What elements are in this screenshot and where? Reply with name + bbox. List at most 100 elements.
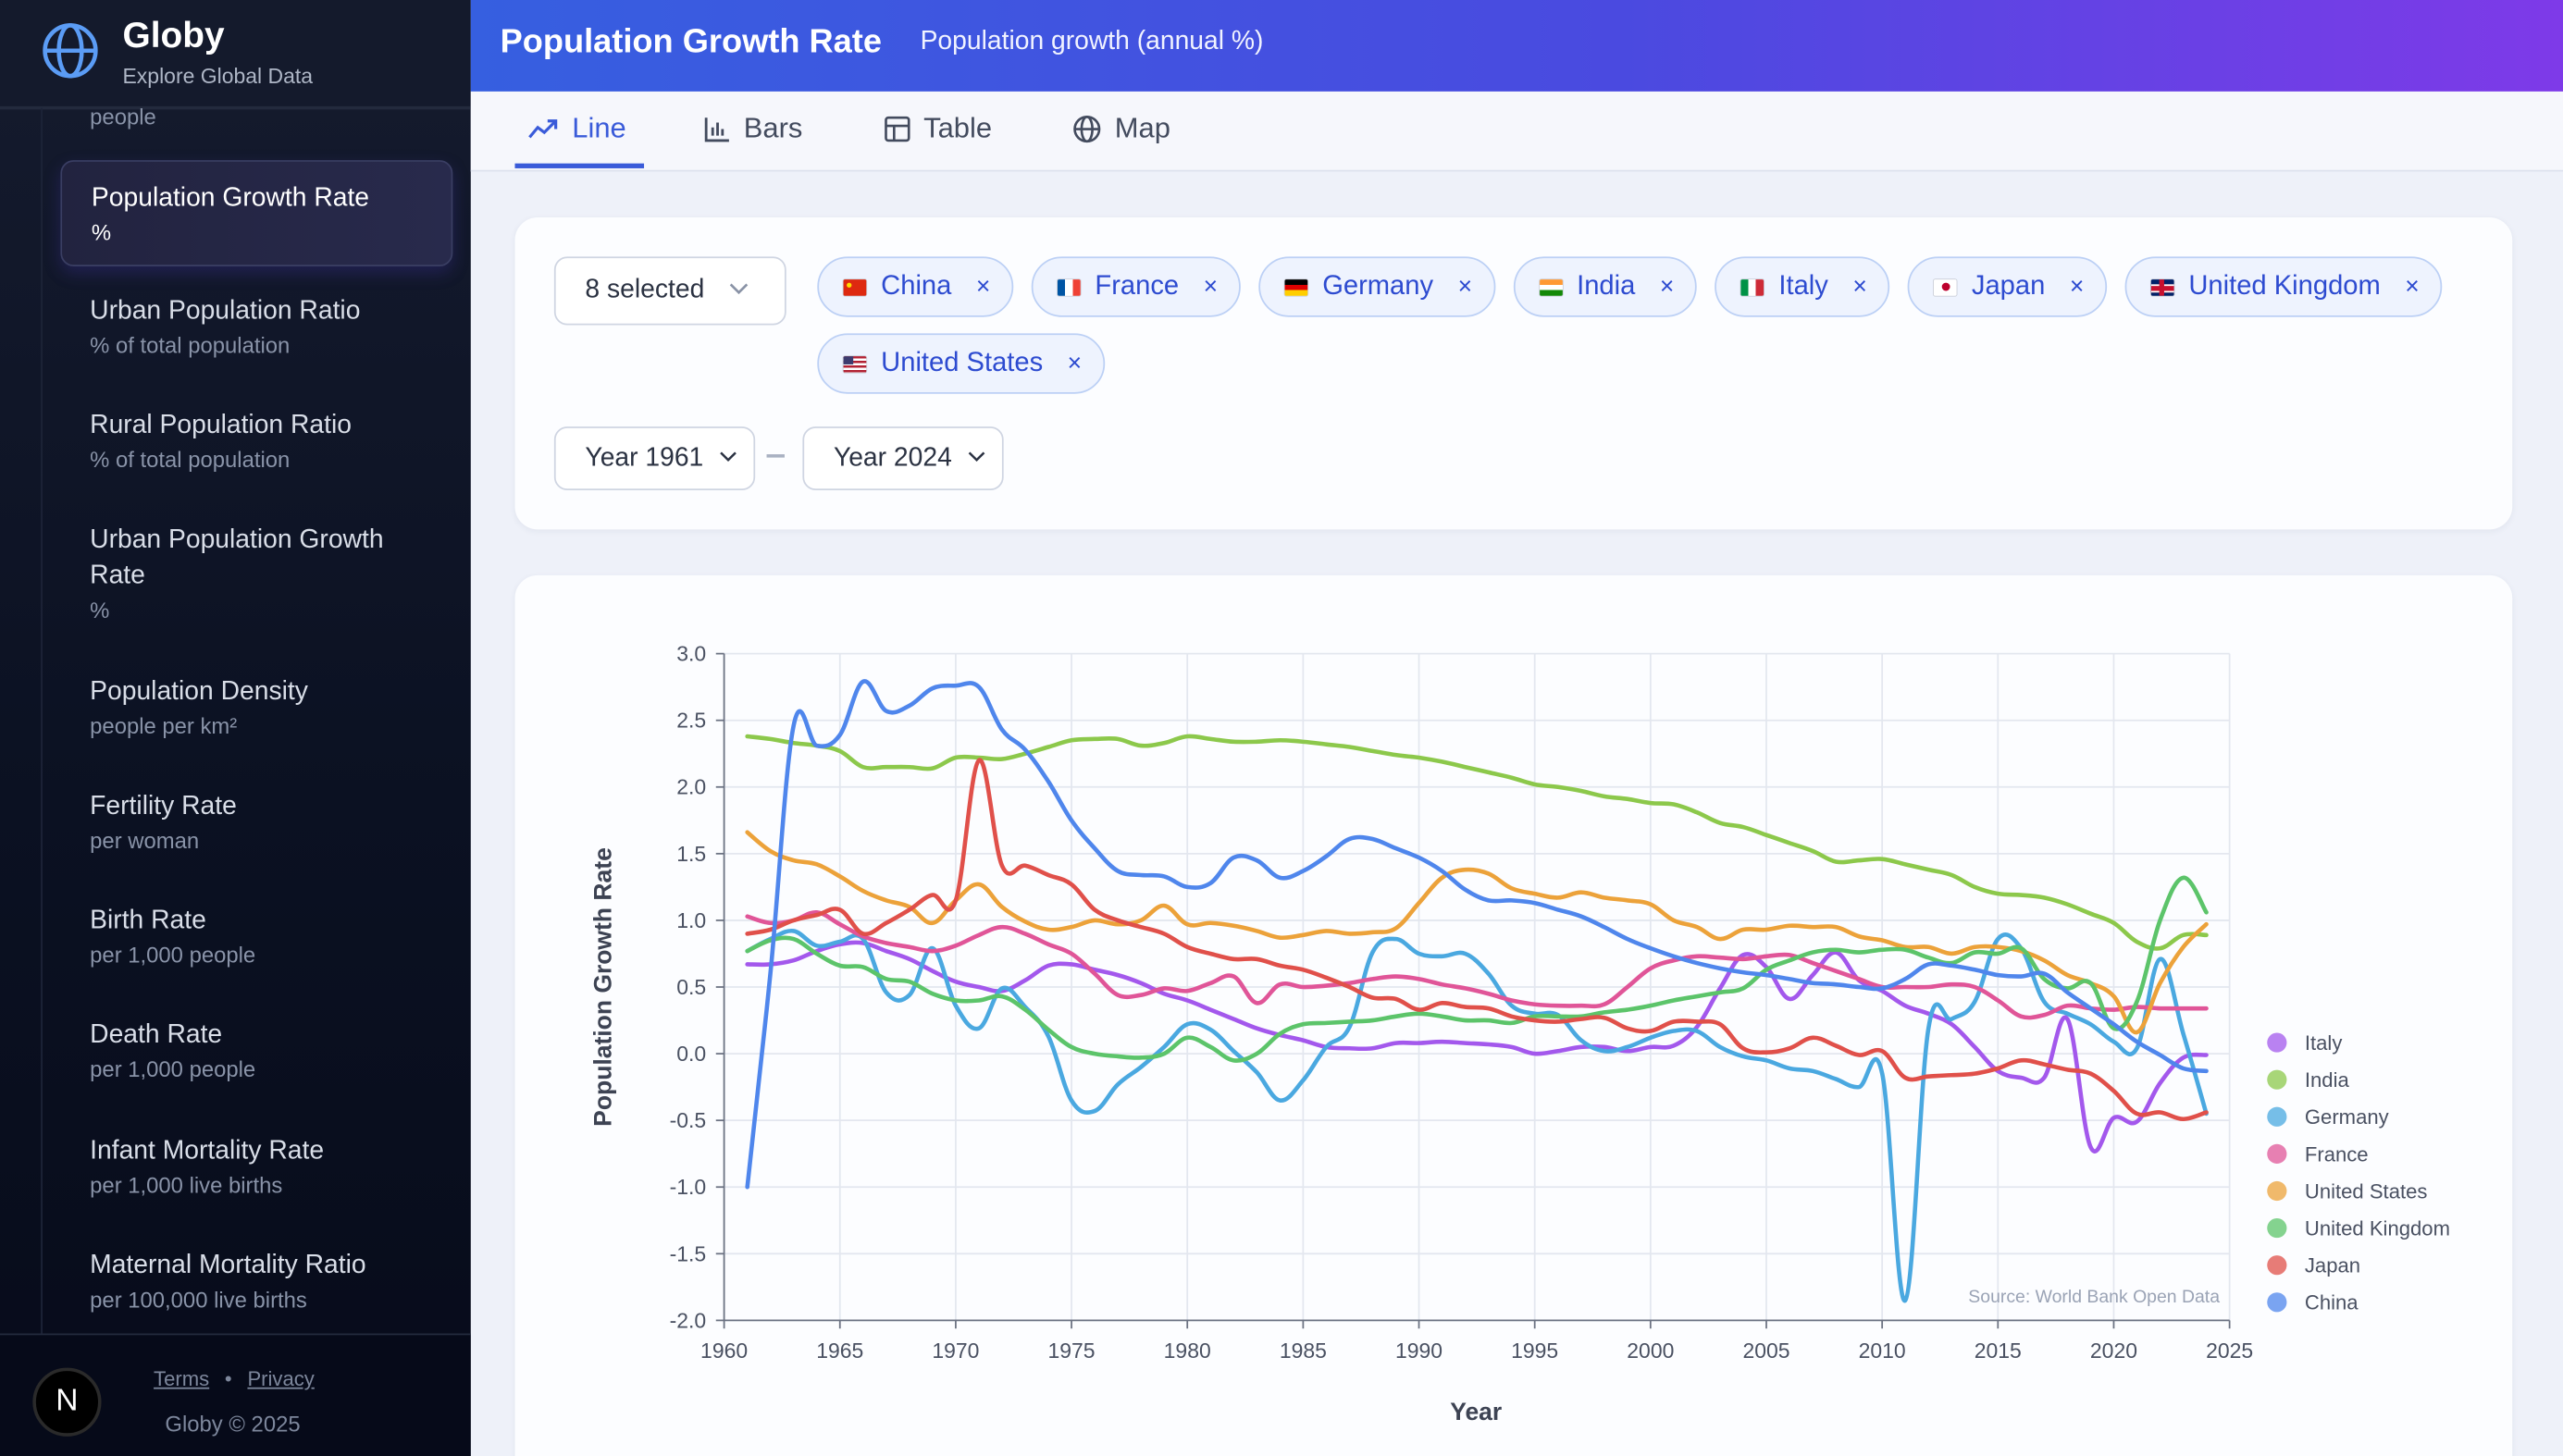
- terms-link[interactable]: Terms: [154, 1367, 210, 1391]
- legend-label: France: [2305, 1142, 2369, 1166]
- chip-label: Germany: [1322, 271, 1434, 302]
- x-tick-label: 1960: [700, 1339, 748, 1363]
- remove-germany-icon[interactable]: ×: [1457, 273, 1473, 302]
- y-axis-label: Population Growth Rate: [589, 847, 617, 1127]
- sidebar-item-label: Maternal Mortality Ratio: [90, 1252, 366, 1280]
- sidebar-item-rural-population-ratio[interactable]: Rural Population Ratio % of total popula…: [90, 409, 441, 477]
- privacy-link[interactable]: Privacy: [247, 1367, 315, 1391]
- active-tab-indicator: [514, 163, 645, 168]
- legend-item-italy[interactable]: Italy: [2267, 1031, 2342, 1055]
- legend-swatch: [2267, 1032, 2287, 1053]
- brand-header[interactable]: Globy Explore Global Data: [0, 0, 471, 110]
- sidebar-item-infant-mortality-rate[interactable]: Infant Mortality Rate per 1,000 live bir…: [90, 1134, 441, 1203]
- tab-line[interactable]: Line: [528, 111, 626, 145]
- globe-icon: [43, 23, 98, 79]
- series-line-germany[interactable]: [745, 928, 2209, 1303]
- chip-germany: Germany ×: [1258, 256, 1495, 317]
- chip-label: United States: [881, 348, 1044, 378]
- series-line-united-kingdom[interactable]: [745, 875, 2209, 1063]
- remove-united-states-icon[interactable]: ×: [1067, 350, 1083, 378]
- y-tick-label: -2.0: [670, 1308, 707, 1332]
- x-tick-label: 1975: [1048, 1339, 1096, 1363]
- y-tick-label: 2.0: [676, 775, 706, 799]
- sidebar-item-maternal-mortality-ratio[interactable]: Maternal Mortality Ratio per 100,000 liv…: [90, 1249, 441, 1317]
- x-tick-label: 2015: [1975, 1339, 2022, 1363]
- legend: Italy India Germany France United States Unit…: [2267, 1031, 2450, 1314]
- year-to-select[interactable]: Year 2024: [802, 426, 1004, 490]
- sidebar-item-partial[interactable]: people: [90, 102, 441, 134]
- tab-label: Bars: [743, 111, 803, 144]
- x-tick-label: 1965: [816, 1339, 863, 1363]
- series-lines: [745, 679, 2209, 1303]
- remove-japan-icon[interactable]: ×: [2069, 273, 2085, 302]
- view-tabs: Line Bars Table Map: [470, 91, 2563, 172]
- legend-item-india[interactable]: India: [2267, 1068, 2349, 1092]
- legend-item-japan[interactable]: Japan: [2267, 1254, 2360, 1277]
- footer-separator: •: [224, 1367, 232, 1391]
- chip-japan: Japan ×: [1907, 256, 2108, 317]
- year-from-value: Year 1961: [585, 443, 704, 472]
- tab-table[interactable]: Table: [885, 111, 992, 145]
- x-tick-label: 1970: [932, 1339, 979, 1363]
- sidebar-item-urban-population-growth-rate[interactable]: Urban Population Growth Rate %: [90, 523, 401, 627]
- sidebar-item-label: Urban Population Growth Rate: [90, 525, 384, 590]
- sidebar-item-sub: people: [90, 105, 156, 130]
- year-from-select[interactable]: Year 1961: [553, 426, 756, 490]
- series-line-japan[interactable]: [745, 758, 2209, 1122]
- legend-label: India: [2305, 1068, 2350, 1092]
- legend-item-germany[interactable]: Germany: [2267, 1105, 2389, 1129]
- series-line-china[interactable]: [745, 679, 2209, 1190]
- sidebar-item-population-density[interactable]: Population Density people per km²: [90, 675, 441, 744]
- sidebar-item-sub: people per km²: [90, 713, 238, 739]
- series-line-france[interactable]: [745, 909, 2209, 1020]
- sidebar-rail: [41, 107, 43, 1334]
- remove-india-icon[interactable]: ×: [1659, 273, 1675, 302]
- axes: 3.0 2.5 2.0 1.5 1.0 0.5 0.0 -0.5 -1.0 -1.5 -2.0 196…: [670, 642, 2254, 1363]
- x-tick-label: 2020: [2090, 1339, 2137, 1363]
- legend-item-united-states[interactable]: United States: [2267, 1179, 2427, 1203]
- flag-gb-icon: [2150, 278, 2174, 295]
- legend-label: Japan: [2305, 1254, 2360, 1277]
- chart-card: 3.0 2.5 2.0 1.5 1.0 0.5 0.0 -0.5 -1.0 -1.5 -2.0 196…: [514, 574, 2513, 1456]
- series-line-united-states[interactable]: [745, 830, 2209, 1035]
- sidebar-item-urban-population-ratio[interactable]: Urban Population Ratio % of total popula…: [90, 294, 441, 363]
- legend-item-united-kingdom[interactable]: United Kingdom: [2267, 1217, 2450, 1240]
- series-line-india[interactable]: [745, 734, 2209, 951]
- sidebar-item-population-growth-rate[interactable]: Population Growth Rate %: [60, 160, 453, 266]
- copyright: Globy © 2025: [165, 1412, 301, 1437]
- sidebar-item-sub: per 1,000 live births: [90, 1173, 283, 1198]
- legend-item-china[interactable]: China: [2267, 1291, 2359, 1314]
- sidebar-item-fertility-rate[interactable]: Fertility Rate per woman: [90, 789, 441, 858]
- tab-map[interactable]: Map: [1072, 111, 1170, 145]
- chevron-down-icon: [720, 450, 737, 462]
- y-tick-label: -1.0: [670, 1175, 707, 1199]
- country-multiselect[interactable]: 8 selected: [553, 256, 786, 326]
- x-tick-label: 2000: [1627, 1339, 1674, 1363]
- selected-country-chips: China × France × Germany × India × Italy: [817, 256, 2452, 394]
- tab-label: Map: [1114, 111, 1170, 144]
- sidebar-item-death-rate[interactable]: Death Rate per 1,000 people: [90, 1018, 441, 1087]
- sidebar-item-sub: %: [90, 598, 110, 623]
- range-separator: [766, 454, 785, 458]
- chip-united-kingdom: United Kingdom ×: [2124, 256, 2443, 317]
- series-line-italy[interactable]: [745, 940, 2209, 1154]
- table-icon: [885, 115, 910, 142]
- year-to-value: Year 2024: [833, 443, 952, 472]
- remove-france-icon[interactable]: ×: [1203, 273, 1219, 302]
- remove-italy-icon[interactable]: ×: [1852, 273, 1867, 302]
- n-logo-badge[interactable]: N: [32, 1367, 102, 1437]
- legend-swatch: [2267, 1217, 2287, 1239]
- y-tick-label: -1.5: [670, 1241, 707, 1265]
- tab-label: Table: [923, 111, 993, 144]
- sidebar-item-birth-rate[interactable]: Birth Rate per 1,000 people: [90, 904, 441, 972]
- tab-bars[interactable]: Bars: [704, 111, 802, 145]
- brand-name: Globy: [122, 14, 225, 56]
- filters-card: 8 selected China × France × Germany × In…: [514, 216, 2513, 530]
- chip-france: France ×: [1031, 256, 1241, 317]
- legend-item-france[interactable]: France: [2267, 1142, 2369, 1166]
- remove-china-icon[interactable]: ×: [975, 273, 991, 302]
- flag-us-icon: [843, 355, 867, 372]
- x-tick-label: 2005: [1742, 1339, 1789, 1363]
- remove-united-kingdom-icon[interactable]: ×: [2405, 273, 2420, 302]
- sidebar-item-sub: per woman: [90, 828, 200, 854]
